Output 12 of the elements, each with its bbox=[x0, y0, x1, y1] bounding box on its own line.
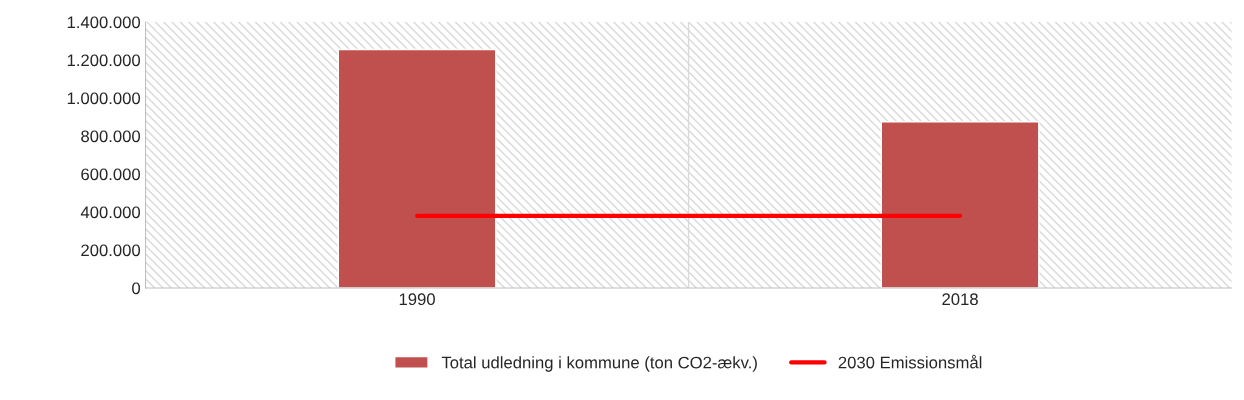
y-tick-label: 600.000 bbox=[81, 168, 141, 181]
y-tick-label: 1.400.000 bbox=[67, 16, 141, 29]
y-tick-label: 400.000 bbox=[80, 206, 141, 219]
y-tick-label: 800.000 bbox=[81, 130, 141, 143]
y-tick-label: 200.000 bbox=[81, 244, 141, 257]
x-tick-label: 2018 bbox=[942, 293, 978, 306]
legend-label: Total udledning i kommune (ton CO2-ækv.) bbox=[441, 356, 757, 372]
x-tick-label: 1990 bbox=[399, 293, 435, 306]
legend-label: 2030 Emissionsmål bbox=[838, 354, 982, 369]
y-tick-label: 1.000.000 bbox=[67, 92, 141, 105]
y-tick-label: 1.200.000 bbox=[67, 54, 141, 67]
y-tick-label: 0 bbox=[132, 282, 141, 295]
